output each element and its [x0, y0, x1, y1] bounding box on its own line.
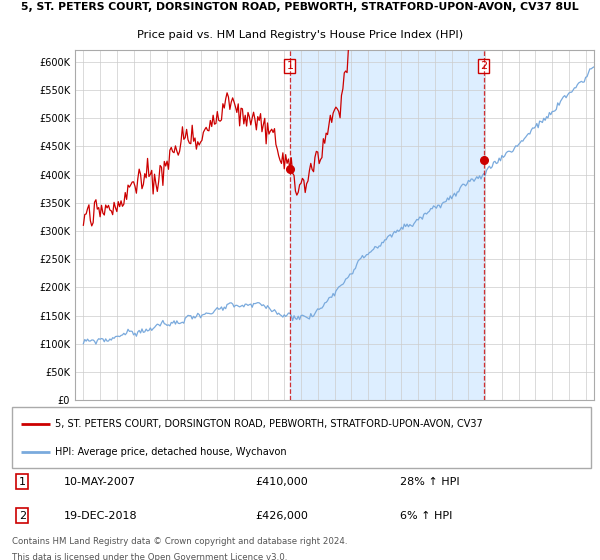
Text: 2: 2	[19, 511, 26, 521]
Text: 2: 2	[480, 61, 487, 71]
Text: Price paid vs. HM Land Registry's House Price Index (HPI): Price paid vs. HM Land Registry's House …	[137, 30, 463, 40]
Text: Contains HM Land Registry data © Crown copyright and database right 2024.: Contains HM Land Registry data © Crown c…	[12, 537, 347, 546]
Text: 1: 1	[19, 477, 26, 487]
Text: 5, ST. PETERS COURT, DORSINGTON ROAD, PEBWORTH, STRATFORD-UPON-AVON, CV37 8UL: 5, ST. PETERS COURT, DORSINGTON ROAD, PE…	[21, 2, 579, 12]
Text: 5, ST. PETERS COURT, DORSINGTON ROAD, PEBWORTH, STRATFORD-UPON-AVON, CV37: 5, ST. PETERS COURT, DORSINGTON ROAD, PE…	[55, 419, 483, 429]
Text: £410,000: £410,000	[255, 477, 308, 487]
Text: 1: 1	[286, 61, 293, 71]
Text: This data is licensed under the Open Government Licence v3.0.: This data is licensed under the Open Gov…	[12, 553, 287, 560]
Bar	[290, 50, 484, 400]
Text: £426,000: £426,000	[255, 511, 308, 521]
Text: 10-MAY-2007: 10-MAY-2007	[64, 477, 136, 487]
Text: HPI: Average price, detached house, Wychavon: HPI: Average price, detached house, Wych…	[55, 447, 287, 458]
Text: 19-DEC-2018: 19-DEC-2018	[64, 511, 138, 521]
Text: 6% ↑ HPI: 6% ↑ HPI	[400, 511, 452, 521]
Text: 28% ↑ HPI: 28% ↑ HPI	[400, 477, 460, 487]
FancyBboxPatch shape	[12, 407, 591, 468]
